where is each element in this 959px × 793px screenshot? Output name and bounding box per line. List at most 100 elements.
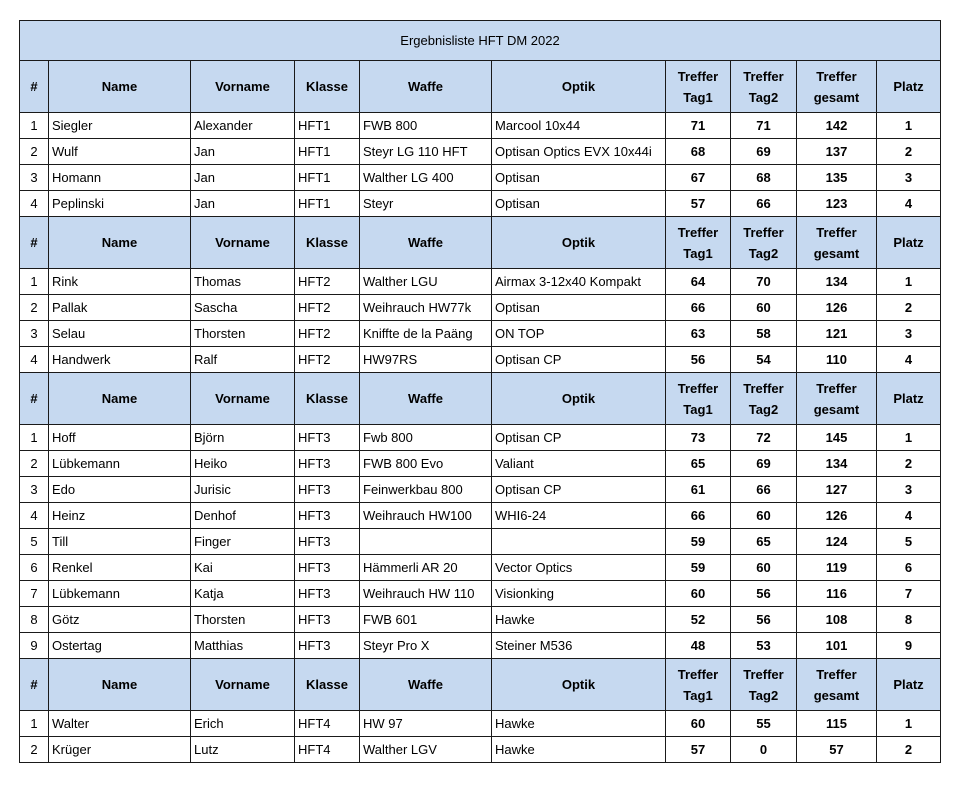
cell-platz: 1 xyxy=(876,710,941,737)
cell-platz: 3 xyxy=(876,164,941,191)
cell-klasse: HFT4 xyxy=(294,736,360,763)
cell-treffer-gesamt: 115 xyxy=(796,710,877,737)
cell-platz: 5 xyxy=(876,528,941,555)
table-row: 1 Hoff Björn HFT3 Fwb 800 Optisan CP 73 72 145 1 xyxy=(19,424,941,451)
cell-waffe: Steyr Pro X xyxy=(359,632,492,659)
cell-treffer-tag1: 63 xyxy=(665,320,731,347)
cell-name: Lübkemann xyxy=(48,580,191,607)
header-vorname: Vorname xyxy=(190,372,295,425)
header-treffer-tag1-line1: Treffer xyxy=(677,224,719,240)
cell-waffe: Feinwerkbau 800 xyxy=(359,476,492,503)
header-treffer-tag1: Treffer Tag1 xyxy=(665,658,731,711)
cell-klasse: HFT3 xyxy=(294,424,360,451)
table-row: 8 Götz Thorsten HFT3 FWB 601 Hawke 52 56 108 8 xyxy=(19,606,941,633)
cell-platz: 7 xyxy=(876,580,941,607)
header-platz: Platz xyxy=(876,60,941,113)
cell-klasse: HFT2 xyxy=(294,346,360,373)
cell-treffer-tag2: 69 xyxy=(730,138,797,165)
table-row: 2 Krüger Lutz HFT4 Walther LGV Hawke 57 0 57 2 xyxy=(19,736,941,763)
cell-waffe: Weihrauch HW77k xyxy=(359,294,492,321)
cell-klasse: HFT1 xyxy=(294,112,360,139)
cell-optik: Valiant xyxy=(491,450,666,477)
header-optik: Optik xyxy=(491,60,666,113)
cell-name: Homann xyxy=(48,164,191,191)
cell-treffer-tag1: 56 xyxy=(665,346,731,373)
cell-vorname: Heiko xyxy=(190,450,295,477)
cell-rank-number: 1 xyxy=(19,710,49,737)
header-treffer-tag1-line1: Treffer xyxy=(677,68,719,84)
header-row: # Name Vorname Klasse Waffe Optik Treffer Tag1 T… xyxy=(19,60,941,113)
header-row: # Name Vorname Klasse Waffe Optik Treffer Tag1 T… xyxy=(19,658,941,711)
table-row: 2 Lübkemann Heiko HFT3 FWB 800 Evo Valiant 65 6… xyxy=(19,450,941,477)
cell-treffer-tag2: 53 xyxy=(730,632,797,659)
header-treffer-gesamt-line2: gesamt xyxy=(813,89,860,105)
header-treffer-gesamt-line1: Treffer xyxy=(816,380,857,396)
cell-klasse: HFT3 xyxy=(294,476,360,503)
cell-treffer-gesamt: 137 xyxy=(796,138,877,165)
cell-rank-number: 4 xyxy=(19,346,49,373)
cell-platz: 2 xyxy=(876,294,941,321)
header-treffer-tag2-line1: Treffer xyxy=(743,380,784,396)
header-treffer-gesamt: Treffer gesamt xyxy=(796,216,877,269)
cell-treffer-tag1: 59 xyxy=(665,554,731,581)
cell-platz: 8 xyxy=(876,606,941,633)
cell-treffer-gesamt: 110 xyxy=(796,346,877,373)
header-treffer-tag2-line2: Tag2 xyxy=(748,89,779,105)
cell-vorname: Matthias xyxy=(190,632,295,659)
header-waffe: Waffe xyxy=(359,60,492,113)
cell-treffer-gesamt: 145 xyxy=(796,424,877,451)
cell-optik: WHI6-24 xyxy=(491,502,666,529)
cell-waffe: Weihrauch HW100 xyxy=(359,502,492,529)
header-treffer-tag2-line2: Tag2 xyxy=(748,245,779,261)
cell-treffer-gesamt: 123 xyxy=(796,190,877,217)
table-row: 3 Selau Thorsten HFT2 Kniffte de la Paäng ON … xyxy=(19,320,941,347)
cell-treffer-tag2: 56 xyxy=(730,580,797,607)
cell-waffe: Kniffte de la Paäng xyxy=(359,320,492,347)
table-row: 4 Heinz Denhof HFT3 Weihrauch HW100 WHI6-24 66… xyxy=(19,502,941,529)
header-treffer-tag1-line2: Tag1 xyxy=(683,89,713,105)
cell-waffe: HW97RS xyxy=(359,346,492,373)
cell-klasse: HFT3 xyxy=(294,606,360,633)
cell-platz: 2 xyxy=(876,138,941,165)
header-num: # xyxy=(19,372,49,425)
table-row: 9 Ostertag Matthias HFT3 Steyr Pro X Steiner … xyxy=(19,632,941,659)
header-optik: Optik xyxy=(491,216,666,269)
cell-treffer-tag2: 68 xyxy=(730,164,797,191)
header-treffer-gesamt: Treffer gesamt xyxy=(796,372,877,425)
cell-vorname: Thomas xyxy=(190,268,295,295)
cell-klasse: HFT1 xyxy=(294,138,360,165)
cell-optik: Airmax 3-12x40 Kompakt xyxy=(491,268,666,295)
cell-vorname: Thorsten xyxy=(190,320,295,347)
cell-treffer-tag1: 48 xyxy=(665,632,731,659)
cell-treffer-tag2: 66 xyxy=(730,190,797,217)
cell-rank-number: 5 xyxy=(19,528,49,555)
header-treffer-tag1-line1: Treffer xyxy=(677,666,719,682)
cell-platz: 9 xyxy=(876,632,941,659)
header-klasse: Klasse xyxy=(294,60,360,113)
cell-treffer-tag1: 71 xyxy=(665,112,731,139)
cell-treffer-gesamt: 119 xyxy=(796,554,877,581)
header-treffer-gesamt-line1: Treffer xyxy=(816,224,857,240)
cell-treffer-gesamt: 135 xyxy=(796,164,877,191)
header-platz: Platz xyxy=(876,372,941,425)
cell-platz: 4 xyxy=(876,190,941,217)
header-treffer-tag1-line2: Tag1 xyxy=(683,687,713,703)
cell-treffer-tag2: 60 xyxy=(730,554,797,581)
table-row: 1 Rink Thomas HFT2 Walther LGU Airmax 3-12x40… xyxy=(19,268,941,295)
cell-vorname: Jan xyxy=(190,138,295,165)
cell-treffer-gesamt: 121 xyxy=(796,320,877,347)
cell-rank-number: 3 xyxy=(19,320,49,347)
header-row: # Name Vorname Klasse Waffe Optik Treffer Tag1 T… xyxy=(19,372,941,425)
cell-optik: Marcool 10x44 xyxy=(491,112,666,139)
cell-treffer-gesamt: 124 xyxy=(796,528,877,555)
cell-optik: Optisan xyxy=(491,164,666,191)
cell-platz: 1 xyxy=(876,424,941,451)
cell-waffe: HW 97 xyxy=(359,710,492,737)
cell-treffer-gesamt: 134 xyxy=(796,450,877,477)
cell-rank-number: 2 xyxy=(19,450,49,477)
cell-waffe: FWB 601 xyxy=(359,606,492,633)
cell-klasse: HFT2 xyxy=(294,268,360,295)
cell-treffer-tag1: 60 xyxy=(665,580,731,607)
cell-optik: Visionking xyxy=(491,580,666,607)
cell-vorname: Björn xyxy=(190,424,295,451)
